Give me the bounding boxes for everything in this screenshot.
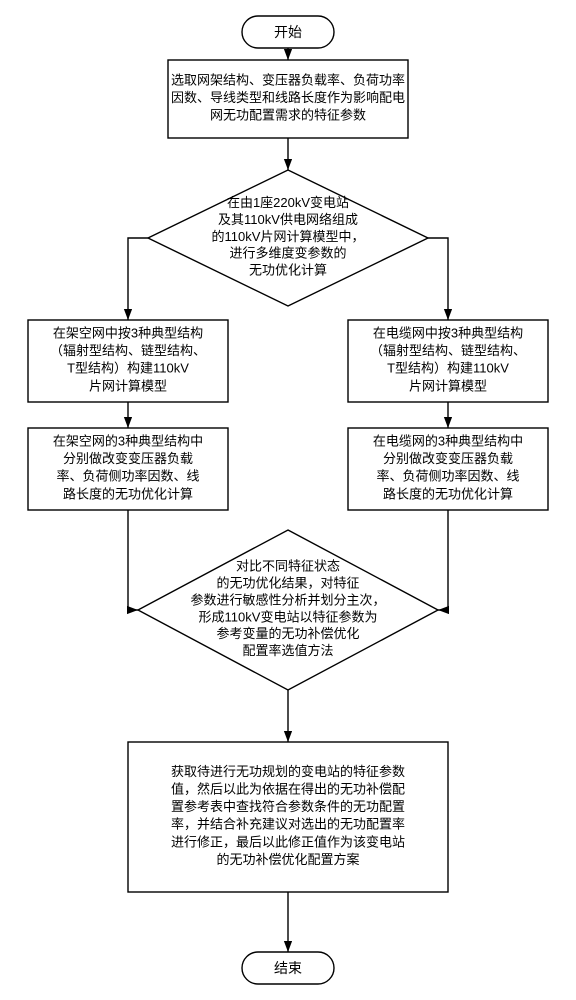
edge-3 xyxy=(428,238,448,320)
process-b1: 选取网架结构、变压器负载率、负荷功率因数、导线类型和线路长度作为影响配电网无功配… xyxy=(168,60,408,138)
process-left1: 在架空网中按3种典型结构（辐射型结构、链型结构、T型结构）构建110kV片网计算… xyxy=(28,320,228,402)
process-right1: 在电缆网中按3种典型结构（辐射型结构、链型结构、T型结构）构建110kV片网计算… xyxy=(348,320,548,402)
end-terminal: 结束 xyxy=(242,952,334,984)
decision-d2: 对比不同特征状态的无功优化结果，对特征参数进行敏感性分析并划分主次，形成110k… xyxy=(138,530,438,690)
edge-7 xyxy=(438,510,448,610)
process-b_bottom: 获取待进行无功规划的变电站的特征参数值，然后以此为依据在得出的无功补偿配置参考表… xyxy=(128,742,448,892)
edge-2 xyxy=(128,238,148,320)
edge-6 xyxy=(128,510,138,610)
process-left2: 在架空网的3种典型结构中分别做改变变压器负载率、负荷侧功率因数、线路长度的无功优… xyxy=(28,428,228,510)
svg-text:结束: 结束 xyxy=(274,960,302,976)
start-terminal: 开始 xyxy=(242,16,334,48)
decision-d1: 在由1座220kV变电站及其110kV供电网络组成的110kV片网计算模型中，进… xyxy=(148,170,428,306)
process-right2: 在电缆网的3种典型结构中分别做改变变压器负载率、负荷侧功率因数、线路长度的无功优… xyxy=(348,428,548,510)
svg-text:开始: 开始 xyxy=(274,24,302,40)
flowchart: 开始结束 选取网架结构、变压器负载率、负荷功率因数、导线类型和线路长度作为影响配电… xyxy=(10,10,566,990)
